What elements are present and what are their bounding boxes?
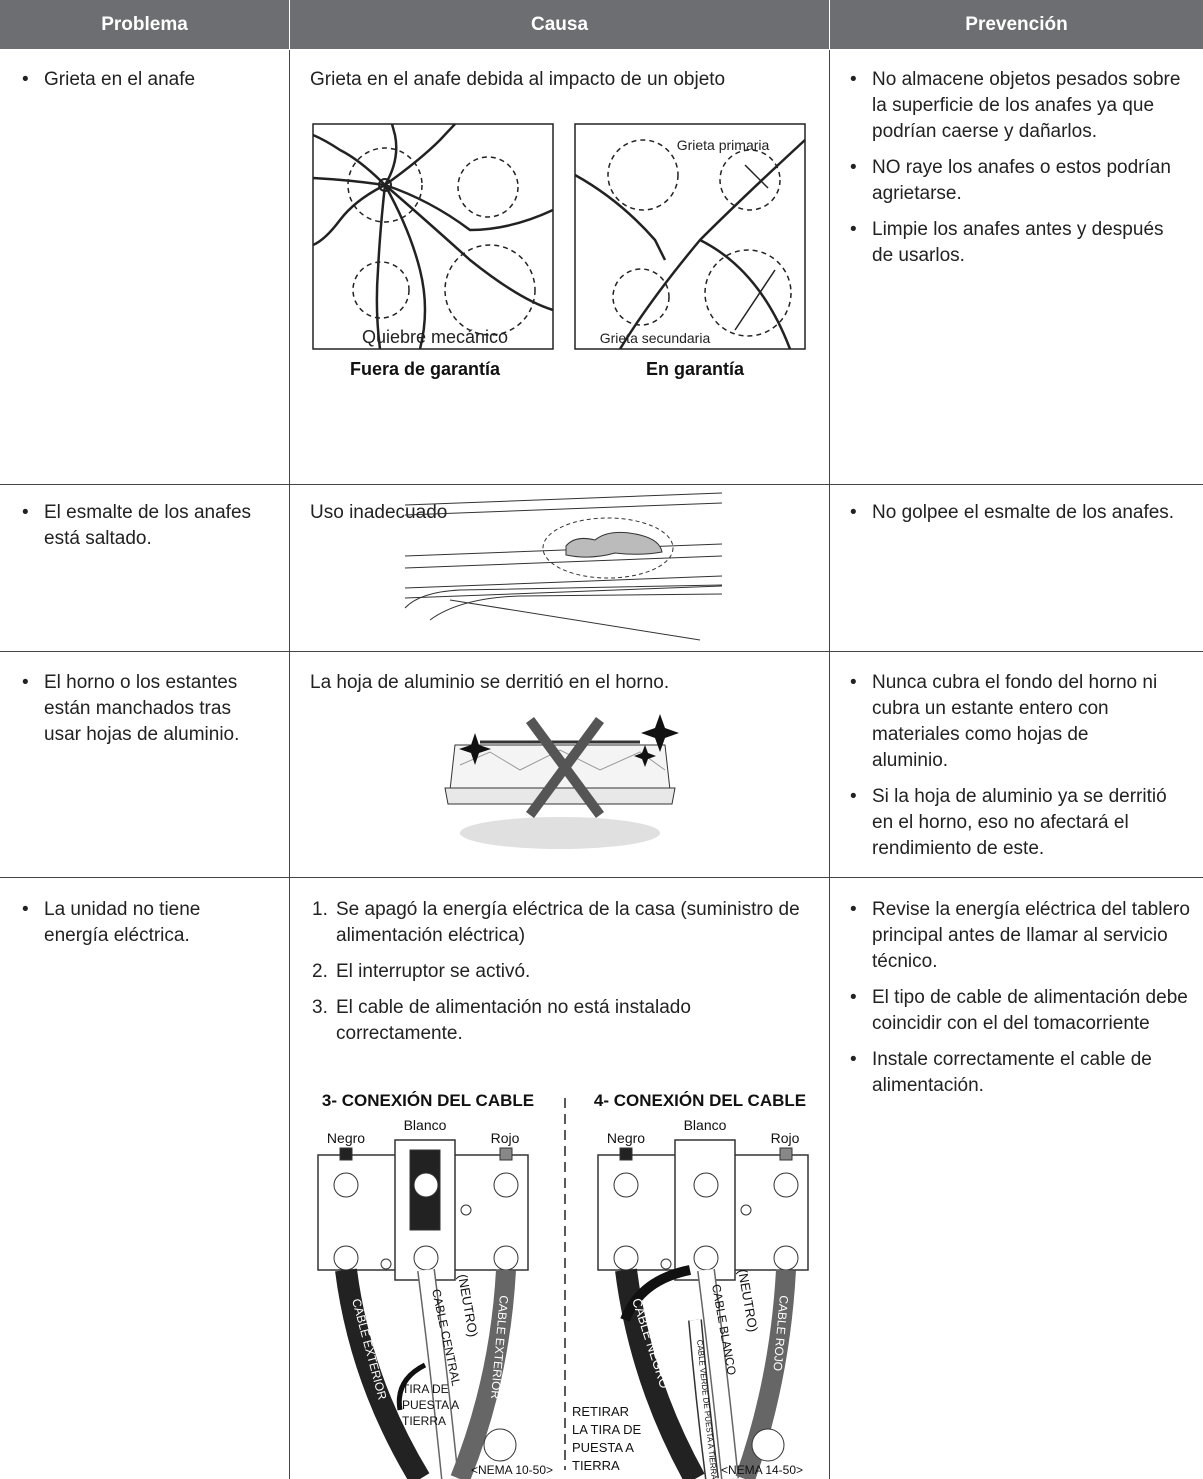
cause-number: 1. xyxy=(312,899,328,920)
problem-list: El esmalte de los anafes está saltado. xyxy=(20,500,275,562)
prevention: Instale correctamente el cable de alimen… xyxy=(848,1047,1193,1099)
header-cell: Problema xyxy=(0,0,290,50)
problem-list: Grieta en el anafe xyxy=(20,67,275,103)
cell xyxy=(0,652,290,878)
prevention: Si la hoja de aluminio ya se derritió en… xyxy=(848,784,1168,862)
cell xyxy=(830,50,1203,485)
cell xyxy=(290,485,830,652)
cause: La hoja de aluminio se derritió en el ho… xyxy=(310,672,670,693)
header-cell: Causa xyxy=(290,0,830,50)
prevention-list: No almacene objetos pesados sobre la sup… xyxy=(848,67,1188,279)
cause: 1. Se apagó la energía eléctrica de la ca… xyxy=(312,897,812,949)
prevention: Revise la energía eléctrica del tablero … xyxy=(848,897,1193,975)
cell xyxy=(0,878,290,1479)
header-text: Problema xyxy=(101,13,188,35)
cause: Grieta en el anafe debida al impacto de … xyxy=(310,69,726,90)
prevention-list: Nunca cubra el fondo del horno ni cubra … xyxy=(848,670,1168,872)
cause: 2. El interruptor se activó. xyxy=(312,959,812,985)
cause-number: 3. xyxy=(312,997,328,1018)
problem-list: La unidad no tiene energía eléctrica. xyxy=(20,897,260,959)
cause: Uso inadecuado xyxy=(310,502,448,523)
problem: Grieta en el anafe xyxy=(20,67,275,93)
header-cell: Prevención xyxy=(830,0,1203,50)
prevention-list: No golpee el esmalte de los anafes. xyxy=(848,500,1178,536)
problem: La unidad no tiene energía eléctrica. xyxy=(20,897,260,949)
cell xyxy=(0,485,290,652)
cause: 3. El cable de alimentación no está insta… xyxy=(312,995,812,1047)
cause-text: Se apagó la energía eléctrica de la casa… xyxy=(336,899,800,946)
prevention: Limpie los anafes antes y después de usa… xyxy=(848,217,1188,269)
cell xyxy=(0,50,290,485)
cell xyxy=(830,652,1203,878)
problem-list: El horno o los estantes están manchados … xyxy=(20,670,260,758)
cause-text: El cable de alimentación no está instala… xyxy=(336,997,691,1044)
prevention: El tipo de cable de alimentación debe co… xyxy=(848,985,1193,1037)
cause-list: 1. Se apagó la energía eléctrica de la ca… xyxy=(312,897,812,1057)
prevention: No almacene objetos pesados sobre la sup… xyxy=(848,67,1188,145)
cause-number: 2. xyxy=(312,961,328,982)
prevention: NO raye los anafes o estos podrían agrie… xyxy=(848,155,1188,207)
cause-text: El interruptor se activó. xyxy=(336,961,531,982)
header-text: Causa xyxy=(530,13,589,35)
cell xyxy=(290,878,830,1479)
prevention: No golpee el esmalte de los anafes. xyxy=(848,500,1178,526)
prevention: Nunca cubra el fondo del horno ni cubra … xyxy=(848,670,1168,774)
cell xyxy=(290,652,830,878)
problem: El horno o los estantes están manchados … xyxy=(20,670,260,748)
cell xyxy=(830,485,1203,652)
problem: El esmalte de los anafes está saltado. xyxy=(20,500,275,552)
header-text: Prevención xyxy=(965,13,1068,35)
prevention-list: Revise la energía eléctrica del tablero … xyxy=(848,897,1193,1109)
cell xyxy=(290,50,830,485)
